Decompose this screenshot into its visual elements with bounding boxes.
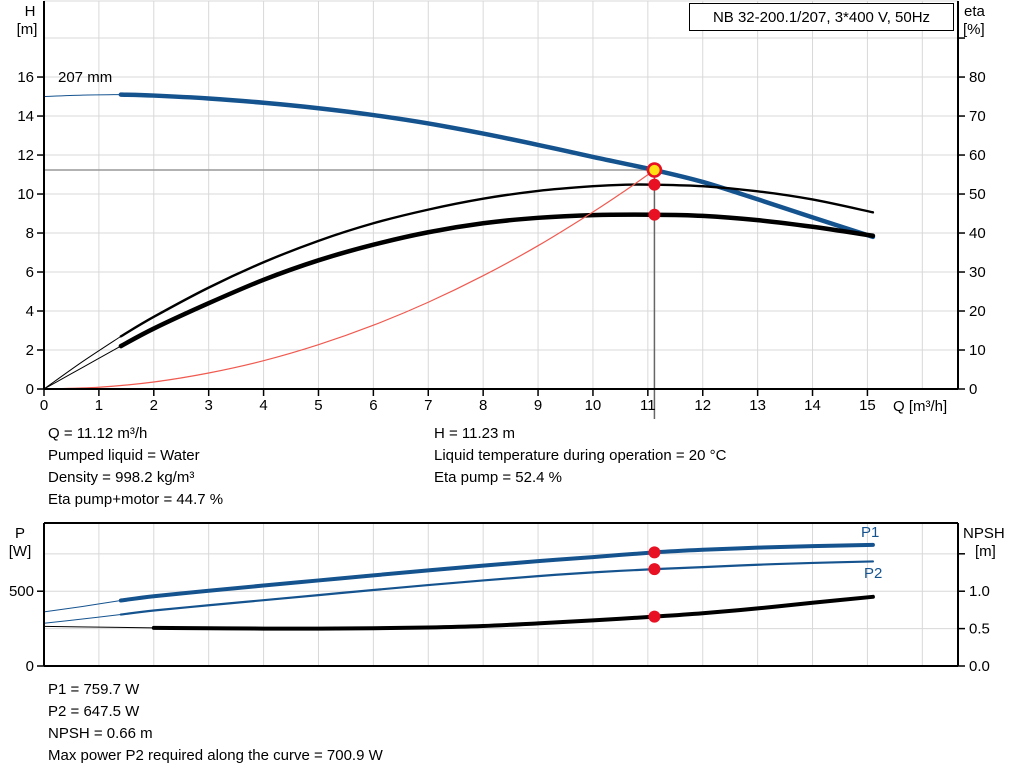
x-tick-label: 13 (749, 397, 766, 414)
x-tick-label: 9 (534, 397, 542, 414)
annotation-line: Q = 11.12 m³/h (48, 425, 148, 442)
annotation-line: Eta pump+motor = 44.7 % (48, 491, 224, 508)
eta-pump-motor-point-marker (648, 208, 661, 221)
annotation-line: Pumped liquid = Water (48, 447, 200, 464)
y-tick-right-label: 70 (969, 108, 986, 125)
y-tick-left-label: 16 (17, 69, 34, 86)
y-tick-left-label: 6 (26, 264, 34, 281)
y-tick-left-label: 4 (26, 303, 34, 320)
y-tick-right-label: 20 (969, 303, 986, 320)
y-tick-right-label: 50 (969, 186, 986, 203)
y-tick-right-label: 0.5 (969, 621, 990, 638)
annotation-line: H = 11.23 m (434, 425, 516, 442)
series-eta pump (119, 183, 875, 338)
top-left-axis-unit: [m] (16, 21, 38, 38)
y-tick-left-label: 2 (26, 342, 34, 359)
annotation-line: Density = 998.2 kg/m³ (48, 469, 195, 486)
npsh-point-marker (648, 610, 661, 623)
x-tick-label: 11 (640, 397, 656, 414)
series-P2-lead (43, 614, 122, 624)
y-tick-left-label: 0 (26, 381, 34, 398)
duty-point-marker[interactable] (646, 162, 663, 178)
x-tick-label: 3 (205, 397, 213, 414)
top-left-axis-name: H (24, 3, 36, 20)
y-tick-left-label: 14 (17, 108, 34, 125)
series-eta pump+motor-lead (43, 345, 122, 390)
p2-curve-label: P2 (864, 565, 883, 582)
p1-point-marker (648, 546, 661, 559)
y-tick-left-label: 500 (9, 583, 34, 600)
annotation-line: Liquid temperature during operation = 20… (434, 447, 727, 464)
x-tick-label: 8 (479, 397, 487, 414)
x-tick-label: 14 (804, 397, 821, 414)
x-tick-label: 2 (150, 397, 158, 414)
p1-curve-label: P1 (861, 524, 880, 541)
x-tick-label: 10 (585, 397, 602, 414)
series-P1 (118, 542, 875, 603)
x-tick-label: 1 (95, 397, 103, 414)
annotation-line: Max power P2 required along the curve = … (48, 747, 383, 764)
duty-readout-right: H = 11.23 m Liquid temperature during op… (434, 423, 726, 489)
duty-readout-left: Q = 11.12 m³/h Pumped liquid = Water Den… (48, 423, 223, 511)
y-tick-left-label: 8 (26, 225, 34, 242)
pump-title: NB 32-200.1/207, 3*400 V, 50Hz (712, 8, 931, 26)
x-axis-label: Q [m³/h] (893, 398, 948, 415)
series-QH curve 207 mm (118, 92, 876, 240)
chart-title-box: NB 32-200.1/207, 3*400 V, 50Hz (689, 3, 954, 31)
series-system curve (43, 169, 656, 390)
series-eta pump-lead (43, 335, 122, 390)
eta-pump-point-marker (648, 178, 661, 191)
y-tick-right-label: 40 (969, 225, 986, 242)
top-right-axis-unit: [%] (963, 21, 985, 38)
series-NPSH-lead (43, 625, 155, 629)
x-tick-label: 6 (369, 397, 377, 414)
annotation-line: P2 = 647.5 W (48, 703, 140, 720)
bottom-left-axis-name: P (14, 525, 25, 542)
x-tick-label: 7 (424, 397, 432, 414)
x-tick-label: 5 (314, 397, 322, 414)
y-tick-left-label: 0 (26, 658, 34, 675)
power-readout: P1 = 759.7 W P2 = 647.5 W NPSH = 0.66 m … (48, 679, 383, 767)
impeller-diameter-label: 207 mm (58, 69, 113, 86)
x-tick-label: 12 (694, 397, 711, 414)
y-tick-right-label: 10 (969, 342, 986, 359)
x-tick-label: 0 (40, 397, 48, 414)
series-P2 (119, 560, 875, 616)
bottom-left-axis-unit: [W] (8, 543, 32, 560)
y-tick-left-label: 12 (17, 147, 34, 164)
annotation-line: Eta pump = 52.4 % (434, 469, 562, 486)
annotation-line: P1 = 759.7 W (48, 681, 140, 698)
y-tick-right-label: 80 (969, 69, 986, 86)
y-tick-right-label: 0 (969, 381, 977, 398)
annotation-line: NPSH = 0.66 m (48, 725, 153, 742)
y-tick-right-label: 0.0 (969, 658, 990, 675)
y-tick-left-label: 10 (17, 186, 34, 203)
bottom-right-axis-unit: [m] (975, 543, 996, 560)
series-QH curve 207 mm-lead (43, 94, 122, 98)
y-tick-right-label: 1.0 (969, 583, 990, 600)
series-NPSH (151, 594, 875, 631)
top-right-axis-name: eta (964, 3, 985, 20)
series-P1-lead (43, 599, 122, 613)
x-tick-label: 4 (259, 397, 267, 414)
x-tick-label: 15 (859, 397, 876, 414)
p2-point-marker (648, 563, 661, 576)
y-tick-right-label: 60 (969, 147, 986, 164)
y-tick-right-label: 30 (969, 264, 986, 281)
bottom-right-axis-name: NPSH (963, 525, 1005, 542)
series-eta pump+motor (118, 212, 876, 349)
